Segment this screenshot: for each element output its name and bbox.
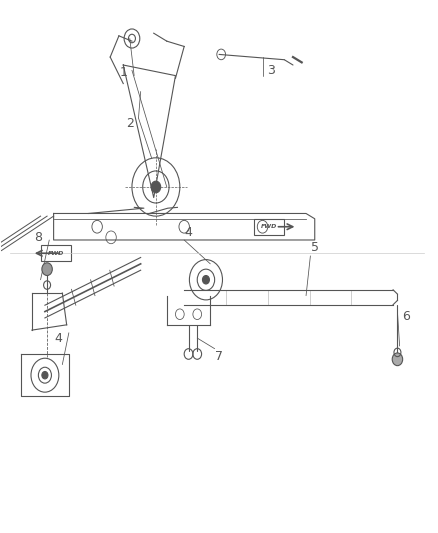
Text: 7: 7 bbox=[215, 350, 223, 363]
FancyBboxPatch shape bbox=[41, 245, 71, 261]
FancyBboxPatch shape bbox=[254, 219, 284, 235]
Text: 2: 2 bbox=[126, 117, 134, 130]
Text: 3: 3 bbox=[267, 64, 275, 77]
Text: 4: 4 bbox=[54, 332, 62, 344]
Text: 6: 6 bbox=[402, 310, 410, 324]
Text: 5: 5 bbox=[311, 241, 319, 254]
Circle shape bbox=[42, 372, 48, 379]
Text: 8: 8 bbox=[34, 231, 42, 244]
Text: FWD: FWD bbox=[48, 251, 64, 256]
Text: 4: 4 bbox=[184, 225, 192, 239]
Circle shape bbox=[151, 181, 161, 193]
Circle shape bbox=[392, 353, 403, 366]
Text: 1: 1 bbox=[119, 67, 127, 79]
Circle shape bbox=[202, 276, 209, 284]
Circle shape bbox=[42, 263, 52, 276]
Text: FWD: FWD bbox=[261, 224, 277, 229]
